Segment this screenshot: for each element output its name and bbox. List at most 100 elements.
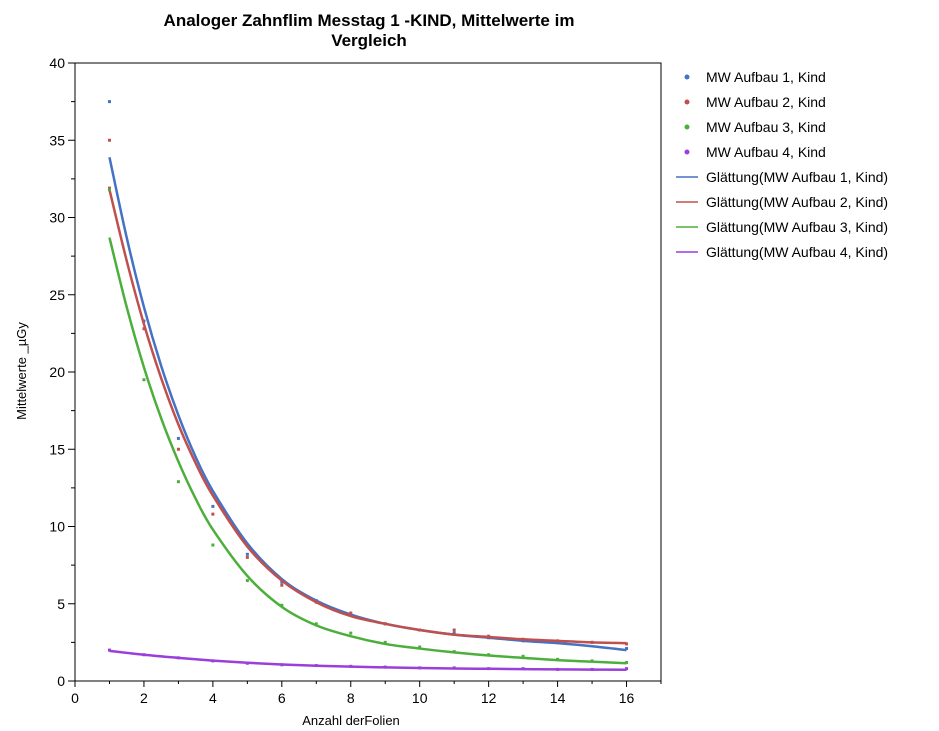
- data-point-series-3: [142, 378, 146, 382]
- y-tick-label: 40: [49, 55, 65, 71]
- data-point-series-4: [556, 667, 560, 671]
- x-tick-label: 14: [550, 690, 566, 706]
- data-point-series-3: [280, 603, 284, 607]
- legend-marker-series-2: [684, 99, 690, 105]
- data-point-series-2: [383, 622, 387, 626]
- smooth-line-series-3: [108, 237, 627, 665]
- legend-label-smooth-4: Glättung(MW Aufbau 4, Kind): [706, 244, 888, 260]
- x-tick-label: 0: [71, 690, 79, 706]
- y-tick-label: 0: [57, 673, 65, 689]
- data-point-series-2: [280, 583, 284, 587]
- data-point-series-4: [211, 659, 215, 663]
- legend: MW Aufbau 1, Kind MW Aufbau 2, Kind MW Auf…: [676, 69, 888, 260]
- data-point-series-1: [452, 631, 456, 635]
- legend-label-series-4: MW Aufbau 4, Kind: [706, 144, 826, 160]
- data-point-series-4: [590, 667, 594, 671]
- data-point-series-2: [107, 138, 111, 142]
- data-point-series-3: [521, 654, 525, 658]
- data-point-series-3: [107, 188, 111, 192]
- data-point-series-2: [556, 639, 560, 643]
- chart-title-line-1: Analoger Zahnflim Messtag 1 -KIND, Mitte…: [164, 11, 575, 30]
- data-point-series-2: [349, 611, 353, 615]
- data-point-series-4: [314, 664, 318, 668]
- data-point-series-4: [452, 666, 456, 670]
- data-point-series-1: [349, 613, 353, 617]
- data-point-series-2: [176, 447, 180, 451]
- data-point-series-2: [142, 327, 146, 331]
- data-point-series-3: [418, 645, 422, 649]
- x-tick-label: 4: [209, 690, 217, 706]
- data-point-series-4: [383, 665, 387, 669]
- data-point-series-2: [625, 642, 629, 646]
- data-point-series-3: [245, 579, 249, 583]
- x-tick-label: 8: [347, 690, 355, 706]
- legend-label-series-1: MW Aufbau 1, Kind: [706, 69, 826, 85]
- data-point-series-1: [625, 647, 629, 651]
- smooth-line-series-1: [108, 156, 627, 652]
- x-tick-label: 10: [412, 690, 428, 706]
- smooth-line-series-4: [109, 649, 627, 671]
- y-tick-label: 35: [49, 132, 65, 148]
- data-point-series-3: [211, 543, 215, 547]
- data-point-series-1: [314, 599, 318, 603]
- legend-label-smooth-2: Glättung(MW Aufbau 2, Kind): [706, 194, 888, 210]
- data-point-series-2: [211, 512, 215, 516]
- data-point-series-3: [383, 640, 387, 644]
- data-point-series-2: [452, 628, 456, 632]
- data-point-series-3: [314, 622, 318, 626]
- y-tick-label: 10: [49, 519, 65, 535]
- data-point-series-4: [107, 648, 111, 652]
- data-point-series-1: [107, 100, 111, 104]
- y-axis-label: Mittelwerte _µGy: [14, 322, 29, 420]
- data-point-series-4: [418, 666, 422, 670]
- data-point-series-1: [245, 552, 249, 556]
- data-point-series-4: [280, 663, 284, 667]
- data-point-series-2: [487, 634, 491, 638]
- data-point-series-1: [521, 639, 525, 643]
- data-point-series-4: [245, 661, 249, 665]
- y-tick-label: 20: [49, 364, 65, 380]
- x-tick-label: 6: [278, 690, 286, 706]
- legend-marker-series-1: [684, 74, 690, 80]
- data-point-series-3: [590, 659, 594, 663]
- legend-label-series-3: MW Aufbau 3, Kind: [706, 119, 826, 135]
- legend-marker-series-4: [684, 149, 690, 155]
- data-point-series-3: [487, 653, 491, 657]
- data-point-series-4: [625, 667, 629, 671]
- data-point-series-4: [521, 667, 525, 671]
- legend-marker-series-3: [684, 124, 690, 130]
- data-point-series-2: [314, 600, 318, 604]
- legend-label-series-2: MW Aufbau 2, Kind: [706, 94, 826, 110]
- data-point-series-4: [142, 653, 146, 657]
- x-axis-label: Anzahl derFolien: [302, 713, 400, 728]
- data-point-series-2: [107, 186, 111, 190]
- plot-area: 0 2 4 6 8 10 12 14 16 0 5 10 15 20 25 30 35 40: [49, 55, 662, 706]
- legend-label-smooth-3: Glättung(MW Aufbau 3, Kind): [706, 219, 888, 235]
- data-point-series-2: [590, 640, 594, 644]
- data-point-series-2: [245, 555, 249, 559]
- data-point-series-2: [418, 628, 422, 632]
- data-point-series-3: [349, 631, 353, 635]
- data-point-series-3: [176, 480, 180, 484]
- y-tick-label: 15: [49, 441, 65, 457]
- smooth-line-series-2: [108, 189, 627, 645]
- data-point-series-3: [452, 650, 456, 654]
- x-tick-label: 16: [619, 690, 635, 706]
- y-tick-label: 5: [57, 596, 65, 612]
- data-point-series-1: [176, 436, 180, 440]
- data-point-series-1: [211, 504, 215, 508]
- x-tick-label: 2: [140, 690, 148, 706]
- data-point-series-4: [176, 656, 180, 660]
- data-point-series-3: [556, 657, 560, 661]
- y-tick-label: 30: [49, 210, 65, 226]
- legend-label-smooth-1: Glättung(MW Aufbau 1, Kind): [706, 169, 888, 185]
- data-point-series-2: [521, 637, 525, 641]
- x-tick-label: 12: [481, 690, 497, 706]
- data-point-series-4: [487, 667, 491, 671]
- data-point-series-4: [349, 664, 353, 668]
- data-point-series-3: [625, 660, 629, 664]
- chart-title-line-2: Vergleich: [331, 31, 407, 50]
- y-tick-label: 25: [49, 287, 65, 303]
- data-point-series-1: [556, 640, 560, 644]
